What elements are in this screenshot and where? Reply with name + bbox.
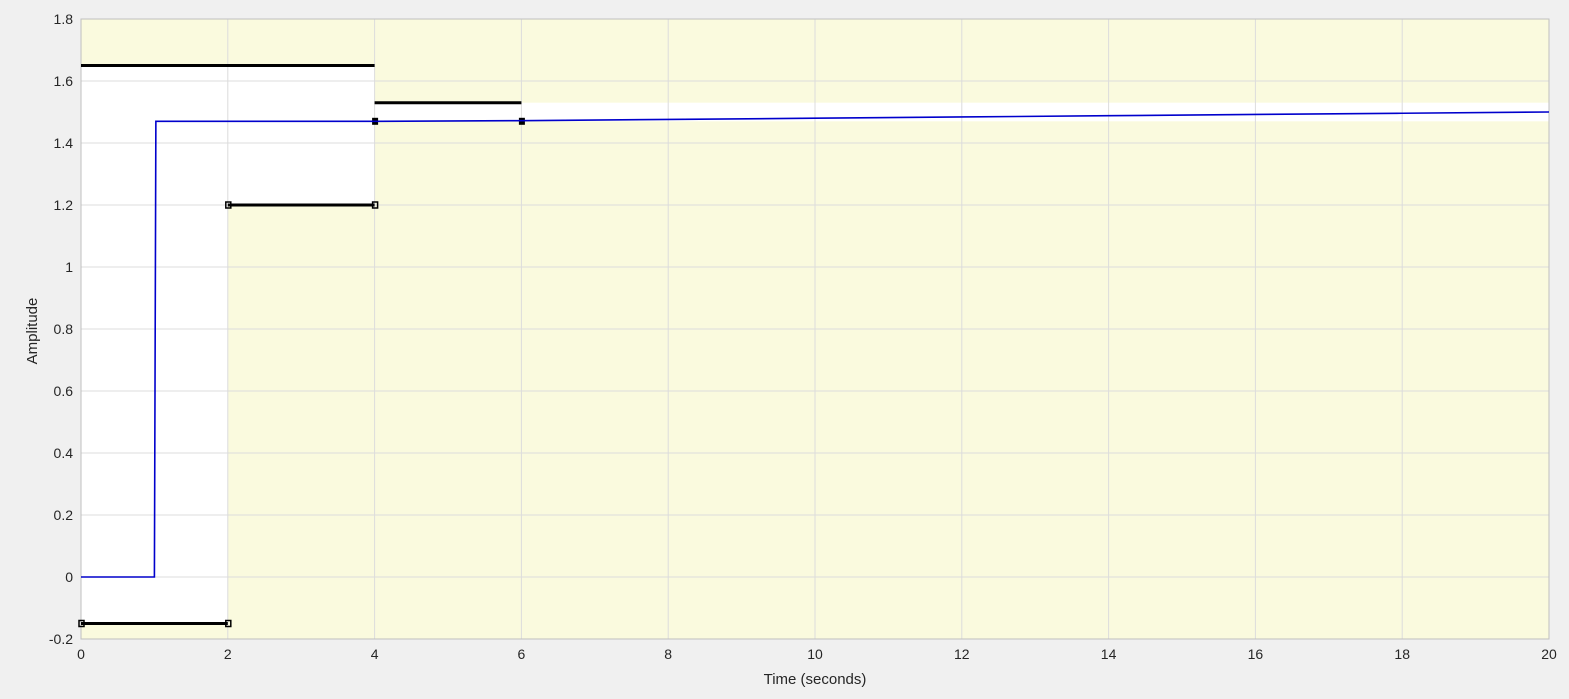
x-tick-label-9: 18 — [1394, 646, 1410, 662]
x-tick-label-8: 16 — [1248, 646, 1264, 662]
y-tick-labels: -0.2 0 0.2 0.4 0.6 0.8 1 1.2 1.4 1.6 1.8 — [49, 11, 73, 647]
x-tick-labels: 0 2 4 6 8 10 12 14 16 18 20 — [77, 646, 1557, 662]
y-tick-label-4: 0.6 — [54, 383, 74, 399]
y-axis-label: Amplitude — [24, 298, 41, 365]
lower-bound-start-marker-0 — [78, 619, 85, 628]
y-tick-label-10: 1.8 — [54, 11, 74, 27]
x-tick-label-1: 2 — [224, 646, 232, 662]
plot-frame — [80, 18, 1550, 640]
x-tick-label-6: 12 — [954, 646, 970, 662]
bound-lines — [78, 64, 525, 628]
lower-bound-region-1 — [227, 205, 375, 639]
y-tick-label-0: -0.2 — [49, 631, 73, 647]
x-tick-label-5: 10 — [807, 646, 823, 662]
x-tick-label-3: 6 — [518, 646, 526, 662]
x-tick-label-10: 20 — [1541, 646, 1557, 662]
y-tick-label-6: 1 — [65, 259, 73, 275]
series-lines — [81, 111, 1550, 578]
y-tick-label-7: 1.2 — [54, 197, 74, 213]
y-tick-label-1: 0 — [65, 569, 73, 585]
x-tick-label-0: 0 — [77, 646, 85, 662]
lower-bound-end-marker-1 — [371, 201, 379, 209]
lower-bound-start-marker-1 — [225, 201, 232, 209]
x-tick-label-2: 4 — [371, 646, 379, 662]
upper-bound-region-1 — [374, 19, 522, 103]
upper-bound-region-2 — [521, 19, 1549, 103]
y-tick-label-3: 0.4 — [54, 445, 74, 461]
y-tick-label-5: 0.8 — [54, 321, 74, 337]
y-tick-label-9: 1.6 — [54, 73, 74, 89]
x-tick-label-4: 8 — [664, 646, 672, 662]
x-tick-label-7: 14 — [1101, 646, 1117, 662]
y-tick-label-8: 1.4 — [54, 135, 74, 151]
lower-bound-end-marker-0 — [225, 619, 232, 628]
response-line-0 — [81, 111, 1550, 578]
x-axis-label: Time (seconds) — [764, 671, 867, 688]
y-tick-label-2: 0.2 — [54, 507, 74, 523]
lower-bound-region-0 — [81, 623, 228, 639]
